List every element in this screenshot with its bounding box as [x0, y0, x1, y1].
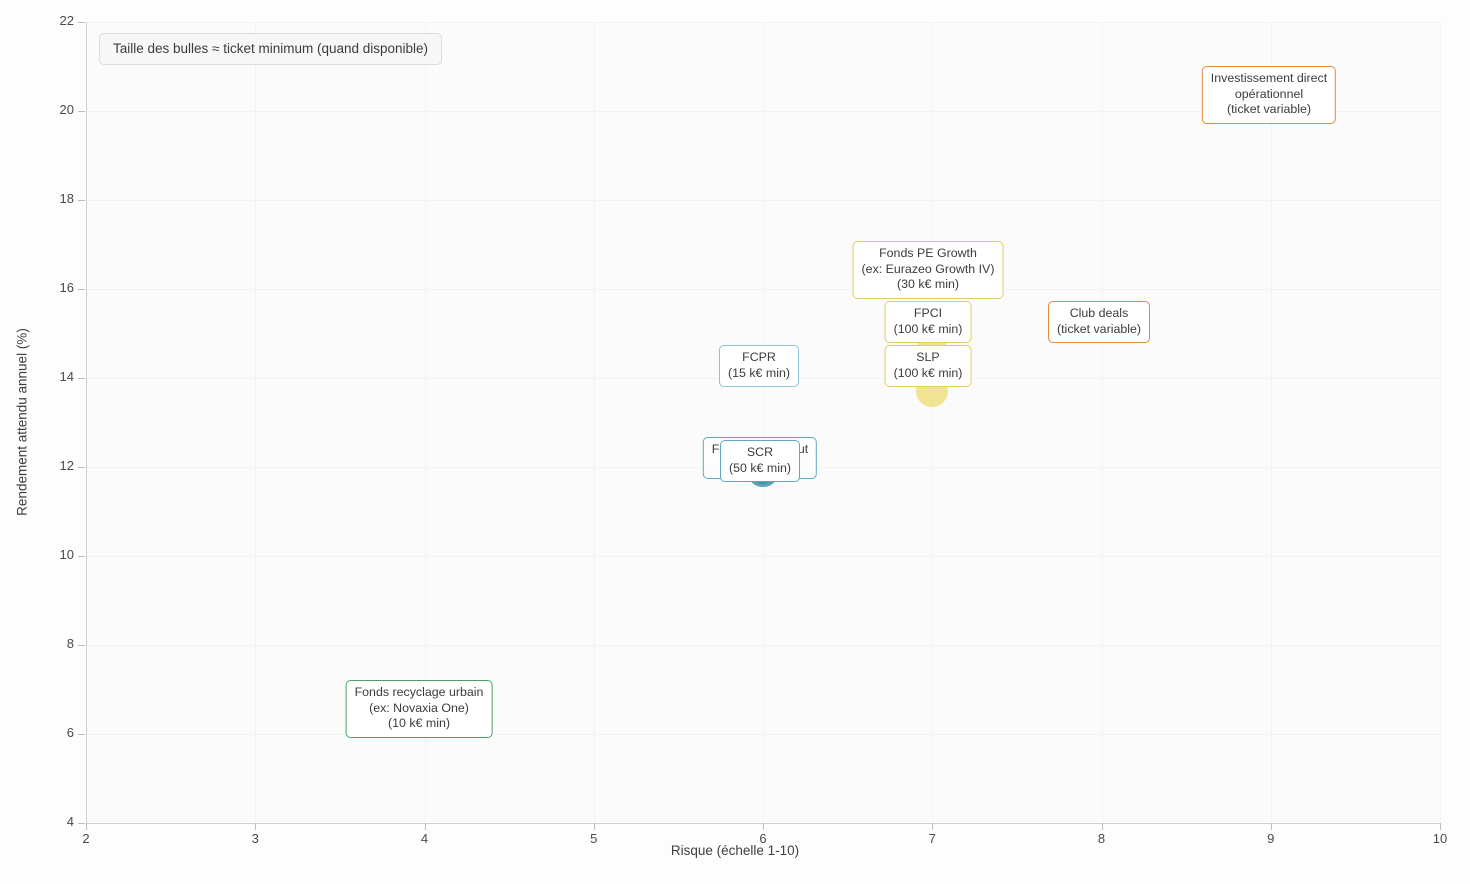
x-tick-label: 7 — [928, 831, 936, 846]
gridline-vertical — [1101, 22, 1103, 823]
bubble-size-note: Taille des bulles ≈ ticket minimum (quan… — [99, 33, 443, 65]
y-tick-label: 8 — [66, 636, 74, 651]
x-tick-mark — [86, 823, 87, 830]
y-tick-mark — [78, 289, 85, 290]
gridline-horizontal — [86, 200, 1440, 201]
y-tick-mark — [78, 823, 85, 824]
gridline-horizontal — [86, 22, 1440, 23]
y-tick-label: 18 — [59, 191, 74, 206]
x-tick-mark — [424, 823, 426, 830]
x-tick-mark — [255, 823, 257, 830]
y-tick-label: 12 — [59, 458, 74, 473]
y-axis-title: Rendement attendu annuel (%) — [14, 328, 30, 516]
x-tick-label: 8 — [1097, 831, 1106, 846]
y-tick-label: 16 — [59, 280, 74, 295]
x-tick-label: 2 — [82, 831, 90, 846]
gridline-vertical — [932, 22, 934, 823]
annotation-line: (ex: Novaxia One) — [369, 700, 469, 715]
annotation-line: (ex: Eurazeo Growth IV) — [861, 261, 995, 276]
x-tick-label: 5 — [590, 831, 598, 846]
gridline-vertical — [593, 22, 595, 823]
annotation-line: (ticket variable) — [1226, 102, 1312, 117]
x-tick-mark — [1270, 823, 1272, 830]
annotation-line: (100 k€ min) — [893, 321, 963, 336]
gridline-horizontal — [86, 734, 1440, 735]
gridline-horizontal — [86, 111, 1440, 112]
y-tick-mark — [78, 378, 85, 379]
anno-slp: SLP (100 k€ min) — [884, 345, 972, 388]
y-tick-mark — [78, 111, 85, 112]
gridline-vertical — [1270, 22, 1272, 823]
annotation-line: opérationnel — [1234, 86, 1304, 101]
annotation-line: SCR — [746, 445, 774, 459]
annotation-line: Fonds PE Growth — [879, 246, 977, 260]
y-axis-line — [86, 22, 87, 823]
x-tick-mark — [763, 823, 764, 830]
annotation-line: (10 k€ min) — [388, 716, 450, 731]
annotation-line: Investissement direct — [1210, 71, 1328, 85]
y-tick-mark — [78, 734, 85, 735]
gridline-horizontal — [86, 556, 1440, 557]
x-tick-label: 9 — [1267, 831, 1275, 846]
x-tick-mark — [593, 823, 595, 830]
x-tick-mark — [1101, 823, 1103, 830]
y-tick-label: 14 — [59, 369, 74, 384]
x-tick-label: 3 — [251, 831, 259, 846]
annotation-line: (ticket variable) — [1056, 321, 1142, 336]
annotation-line: Fonds recyclage urbain — [354, 685, 484, 699]
annotation-line: FCPR — [742, 350, 776, 364]
y-tick-label: 6 — [66, 725, 74, 740]
y-tick-mark — [78, 645, 85, 646]
y-tick-mark — [78, 556, 85, 557]
y-tick-mark — [78, 200, 85, 201]
annotation-line: (100 k€ min) — [893, 365, 963, 380]
annotation-line: FPCI — [913, 306, 943, 320]
y-tick-label: 20 — [59, 102, 74, 117]
gridline-vertical — [763, 22, 764, 823]
anno-fpci: FPCI (100 k€ min) — [884, 301, 972, 344]
gridline-vertical — [1440, 22, 1441, 823]
x-tick-label: 10 — [1432, 831, 1448, 846]
y-tick-label: 4 — [66, 814, 74, 829]
annotation-line: (30 k€ min) — [897, 277, 959, 292]
annotation-line: Club deals — [1069, 306, 1129, 320]
annotation-line: (50 k€ min) — [729, 460, 791, 475]
anno-fonds-pe-growth: Fonds PE Growth (ex: Eurazeo Growth IV) (3… — [852, 241, 1004, 299]
anno-investissement-direct: Investissement direct opérationnel (ticket… — [1201, 66, 1337, 124]
x-tick-mark — [932, 823, 934, 830]
y-tick-label: 22 — [59, 13, 74, 28]
gridline-vertical — [424, 22, 426, 823]
annotation-line: (15 k€ min) — [728, 365, 790, 380]
y-tick-mark — [78, 22, 85, 23]
anno-scr: SCR (50 k€ min) — [720, 440, 800, 483]
x-tick-label: 6 — [759, 831, 767, 846]
y-tick-mark — [78, 467, 85, 468]
anno-club-deals: Club deals (ticket variable) — [1047, 301, 1151, 344]
annotation-line: SLP — [916, 350, 940, 364]
x-tick-label: 4 — [420, 831, 429, 846]
y-tick-label: 10 — [59, 547, 74, 562]
plot-area — [86, 22, 1441, 823]
x-tick-mark — [1440, 823, 1441, 830]
gridline-horizontal — [86, 645, 1440, 646]
x-axis-title: Risque (échelle 1-10) — [670, 843, 800, 858]
anno-fonds-recyclage-urbain: Fonds recyclage urbain (ex: Novaxia One)(… — [345, 680, 493, 738]
gridline-vertical — [255, 22, 257, 823]
anno-fcpr: FCPR (15 k€ min) — [719, 345, 799, 388]
gridline-horizontal — [86, 289, 1440, 290]
